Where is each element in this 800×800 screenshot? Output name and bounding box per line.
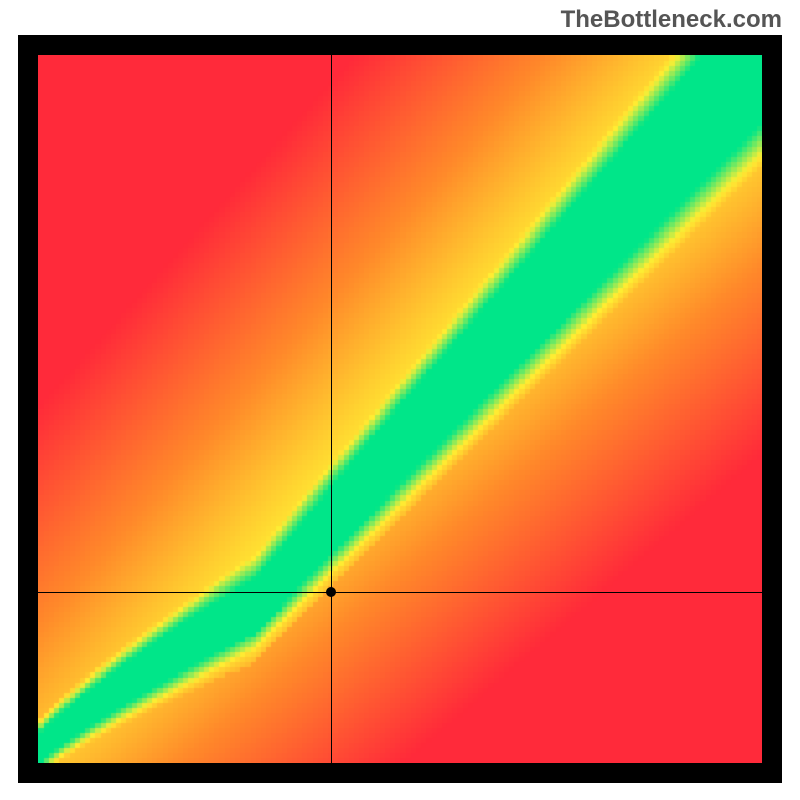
watermark-text: TheBottleneck.com [561,6,782,34]
chart-container: TheBottleneck.com [0,0,800,800]
plot-frame [18,35,782,783]
crosshair-vertical [331,55,332,763]
crosshair-horizontal [38,592,762,593]
crosshair-marker [326,587,336,597]
heatmap-canvas [38,55,762,763]
